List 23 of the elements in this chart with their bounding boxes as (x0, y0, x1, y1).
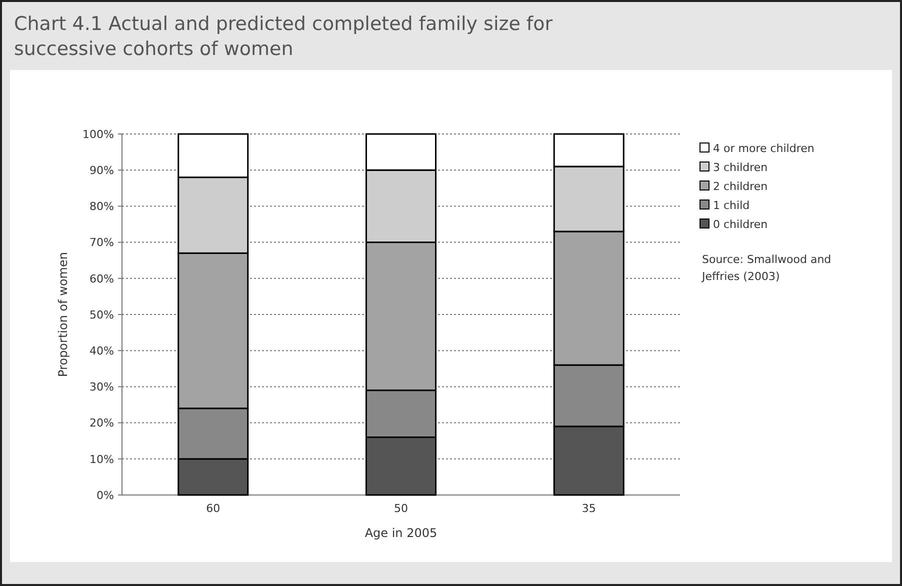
y-tick-label: 10% (90, 452, 114, 466)
chart-title: Chart 4.1 Actual and predicted completed family size for successive cohorts of women (14, 13, 553, 60)
y-tick-label: 60% (90, 272, 114, 286)
y-tick-label: 0% (96, 488, 114, 502)
y-tick-label: 20% (90, 416, 114, 430)
legend-label: 2 children (713, 180, 768, 193)
y-tick-label: 70% (90, 236, 114, 250)
y-axis-title: Proportion of women (56, 252, 70, 377)
legend-label: 0 children (713, 218, 768, 231)
y-tick-label: 90% (90, 164, 114, 177)
y-tick-label: 40% (90, 344, 114, 358)
legend-label: 4 or more children (713, 142, 814, 155)
legend-label: 3 children (713, 160, 768, 174)
y-tick-label: 30% (90, 380, 114, 394)
legend-label: 1 child (713, 198, 750, 212)
y-tick-label: 100% (82, 128, 114, 141)
y-tick-label: 50% (90, 308, 114, 322)
x-axis-title: Age in 2005 (364, 526, 438, 540)
x-tick-label: 50 (394, 502, 408, 515)
y-tick-label: 80% (90, 200, 114, 214)
source-note: Source: Smallwood and Jeffries (2003) (701, 253, 832, 283)
x-tick-label: 35 (582, 502, 596, 515)
x-tick-label: 60 (206, 502, 220, 515)
